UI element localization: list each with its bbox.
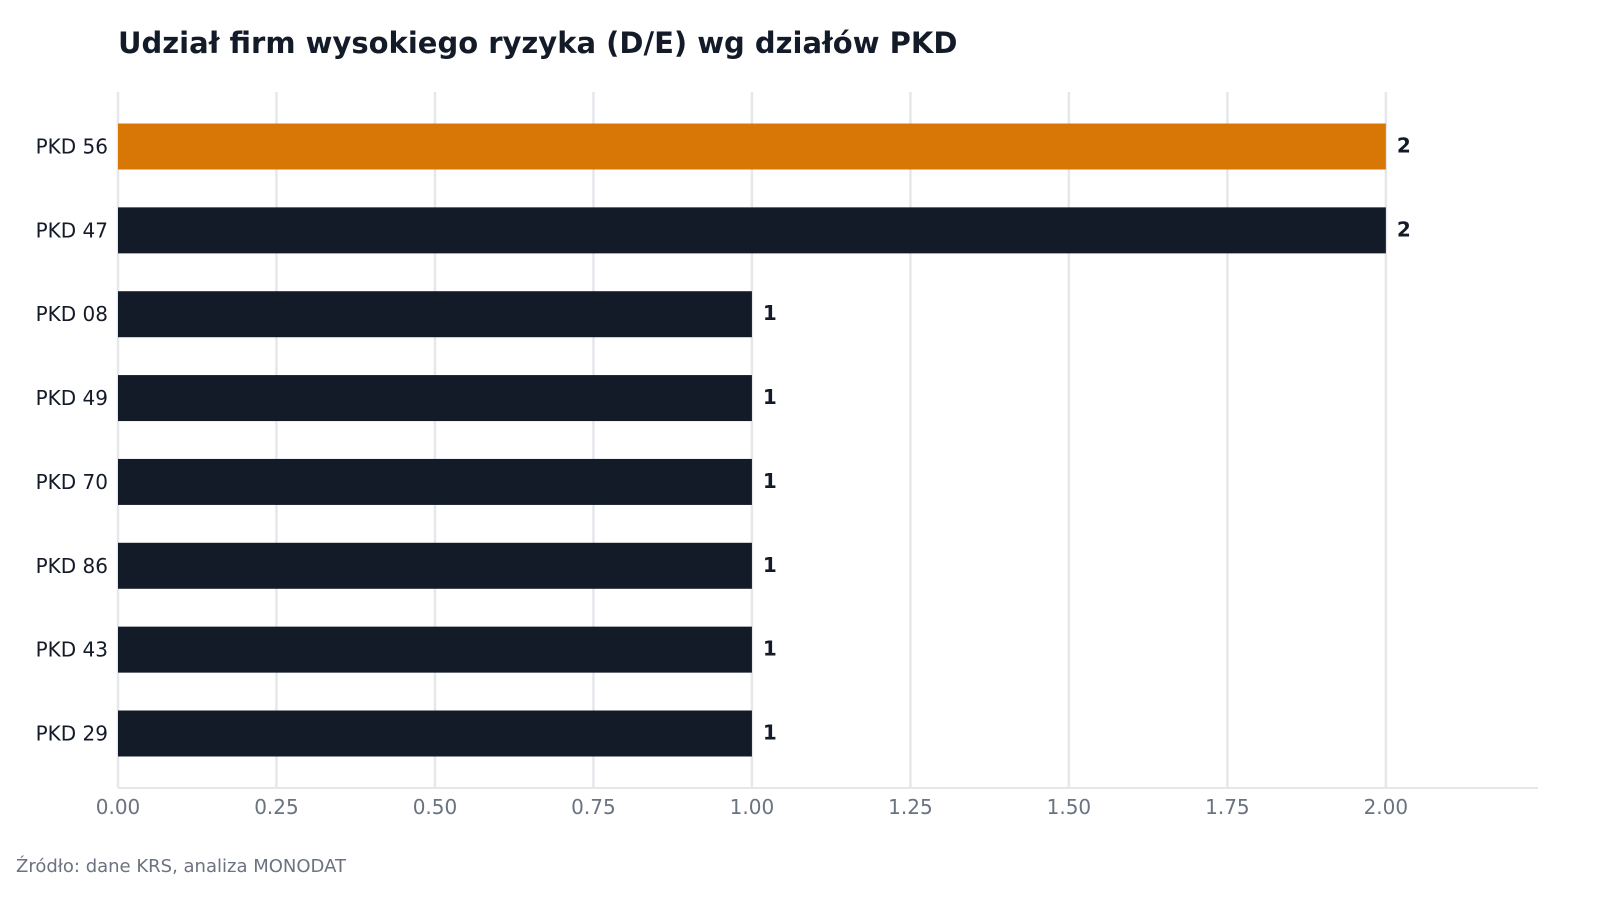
value-labels: 2 2 1 1 1 1 1 1 xyxy=(763,134,1411,745)
bar xyxy=(118,542,752,589)
category-label: PKD 47 xyxy=(36,218,108,242)
x-tick-label: 1.00 xyxy=(730,795,775,819)
data-label: 1 xyxy=(763,385,777,409)
data-label: 1 xyxy=(763,720,777,744)
category-label: PKD 56 xyxy=(36,135,108,159)
category-label: PKD 70 xyxy=(36,470,108,494)
x-axis: 0.00 0.25 0.50 0.75 1.00 1.25 1.50 1.75 2.00 xyxy=(96,787,1538,819)
category-label: PKD 08 xyxy=(36,302,108,326)
bar xyxy=(118,207,1386,254)
source-note: Źródło: dane KRS, analiza MONODAT xyxy=(16,855,347,877)
data-label: 2 xyxy=(1397,134,1411,158)
chart-title: Udział firm wysokiego ryzyka (D/E) wg dz… xyxy=(118,26,957,60)
bar xyxy=(118,123,1386,170)
data-label: 2 xyxy=(1397,217,1411,241)
bar xyxy=(118,710,752,757)
x-tick-label: 1.75 xyxy=(1205,795,1250,819)
data-label: 1 xyxy=(763,469,777,493)
data-label: 1 xyxy=(763,301,777,325)
category-label: PKD 49 xyxy=(36,386,108,410)
category-label: PKD 29 xyxy=(36,721,108,745)
x-tick-label: 1.50 xyxy=(1047,795,1092,819)
data-label: 1 xyxy=(763,553,777,577)
gridlines xyxy=(116,92,1388,788)
bar xyxy=(118,291,752,338)
bars xyxy=(118,123,1386,757)
x-tick-label: 0.25 xyxy=(254,795,299,819)
data-label: 1 xyxy=(763,637,777,661)
bar xyxy=(118,626,752,673)
bar xyxy=(118,375,752,422)
x-tick-label: 1.25 xyxy=(888,795,933,819)
x-tick-label: 0.75 xyxy=(571,795,616,819)
category-label: PKD 43 xyxy=(36,638,108,662)
x-tick-label: 0.00 xyxy=(96,795,141,819)
category-labels: PKD 56 PKD 47 PKD 08 PKD 49 PKD 70 PKD 86 PKD … xyxy=(36,135,108,746)
bar xyxy=(118,458,752,505)
x-tick-label: 2.00 xyxy=(1364,795,1409,819)
category-label: PKD 86 xyxy=(36,554,108,578)
x-tick-label: 0.50 xyxy=(413,795,458,819)
